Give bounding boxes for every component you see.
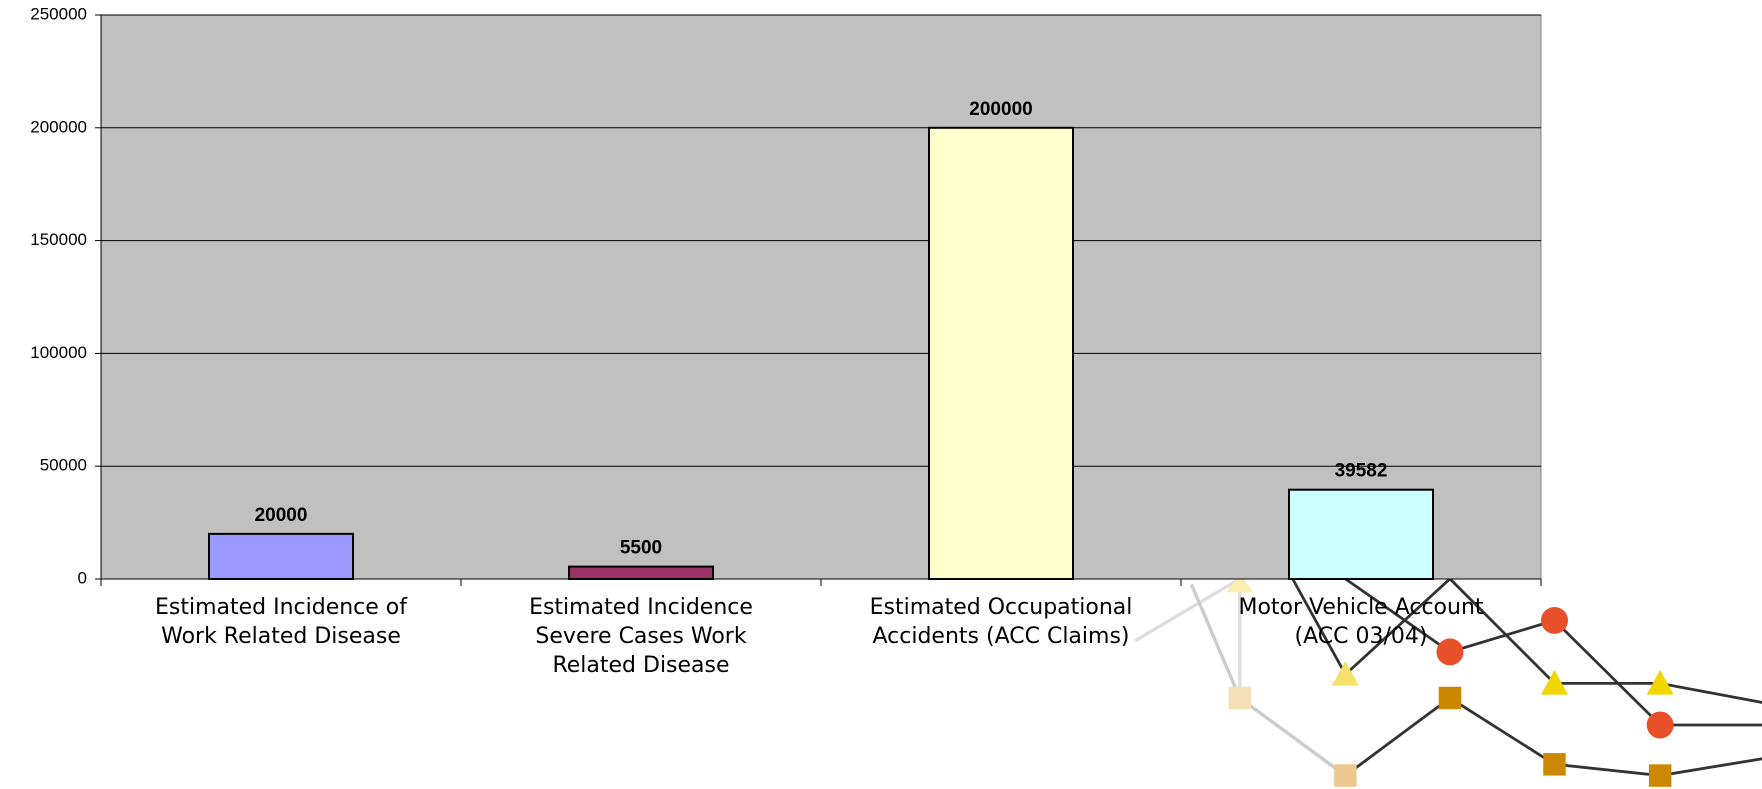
x-tick-label: Estimated Occupational Accidents (ACC Cl… xyxy=(869,595,1133,649)
decoration xyxy=(1134,573,1762,787)
value-label: 200000 xyxy=(969,99,1032,120)
value-label: 20000 xyxy=(255,505,308,526)
y-tick-label: 0 xyxy=(78,568,87,587)
bar xyxy=(208,532,354,581)
value-label: 39582 xyxy=(1335,461,1388,482)
bar xyxy=(1288,488,1434,580)
x-tick-label: Motor Vehicle Account (ACC 03/04) xyxy=(1238,595,1484,649)
plot-area xyxy=(100,14,1542,580)
y-tick-label: 250000 xyxy=(30,4,87,23)
bar xyxy=(568,565,714,580)
bar xyxy=(928,126,1074,581)
y-tick-label: 100000 xyxy=(30,343,87,362)
y-tick-label: 150000 xyxy=(30,230,87,249)
value-label: 5500 xyxy=(620,538,662,559)
y-tick-label: 200000 xyxy=(30,117,87,136)
y-tick-label: 50000 xyxy=(40,456,87,475)
x-tick-label: Estimated Incidence of Work Related Dise… xyxy=(154,595,408,649)
x-tick-label: Estimated Incidence Severe Cases Work Re… xyxy=(529,595,753,678)
